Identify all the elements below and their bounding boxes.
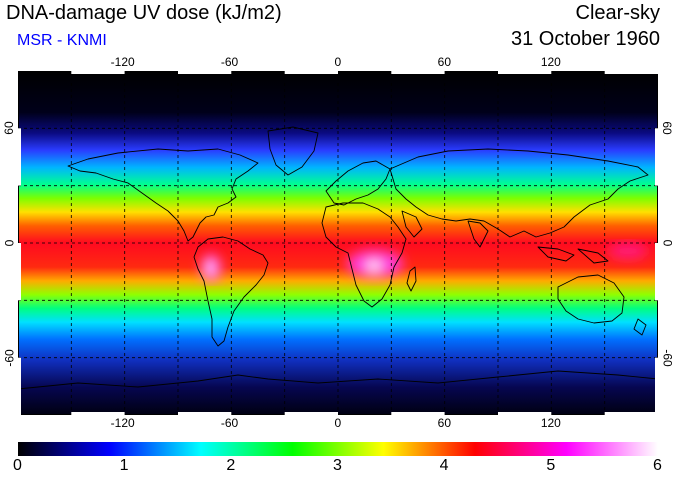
- colorbar-tick-label: 2: [226, 457, 236, 474]
- colorbar-tick-label: 4: [439, 457, 449, 474]
- frame-ticks: [18, 71, 658, 415]
- uv-dose-map: [18, 71, 658, 415]
- source-label: MSR - KNMI: [17, 32, 107, 49]
- colorbar-tick-label: 1: [119, 457, 129, 474]
- left-lat-tick-label: -60: [2, 348, 16, 367]
- colorbar-tick-label: 3: [333, 457, 342, 474]
- right-lat-tick-label: 0: [660, 239, 674, 247]
- colorbar-tick-label: 0: [13, 457, 22, 474]
- colorbar-tick-label: 5: [546, 457, 556, 474]
- colorbar-tick-label: 6: [653, 457, 662, 474]
- right-lat-tick-label: 60: [660, 121, 674, 135]
- high-dose-spots: [201, 243, 648, 282]
- bottom-lon-tick-label: -60: [220, 416, 239, 430]
- top-lon-tick-label: -60: [220, 55, 239, 69]
- top-lon-tick-label: 60: [437, 55, 452, 69]
- top-lon-tick-label: 0: [334, 55, 342, 69]
- left-lat-tick-label: 0: [2, 239, 16, 247]
- left-lat-tick-label: 60: [2, 121, 16, 136]
- bottom-lon-tick-label: 60: [437, 416, 452, 430]
- date-label: 31 October 1960: [511, 28, 660, 50]
- bottom-lon-tick-label: -120: [110, 416, 135, 430]
- sky-condition-label: Clear-sky: [575, 2, 660, 24]
- graticule: [18, 71, 658, 415]
- right-lat-tick-label: -60: [660, 348, 674, 367]
- top-lon-tick-label: -120: [110, 55, 135, 69]
- bottom-lon-tick-label: 0: [334, 416, 342, 430]
- map-title: DNA-damage UV dose (kJ/m2): [6, 2, 282, 24]
- top-lon-tick-label: 120: [540, 55, 561, 69]
- bottom-lon-tick-label: 120: [540, 416, 561, 430]
- colorbar: [18, 442, 658, 456]
